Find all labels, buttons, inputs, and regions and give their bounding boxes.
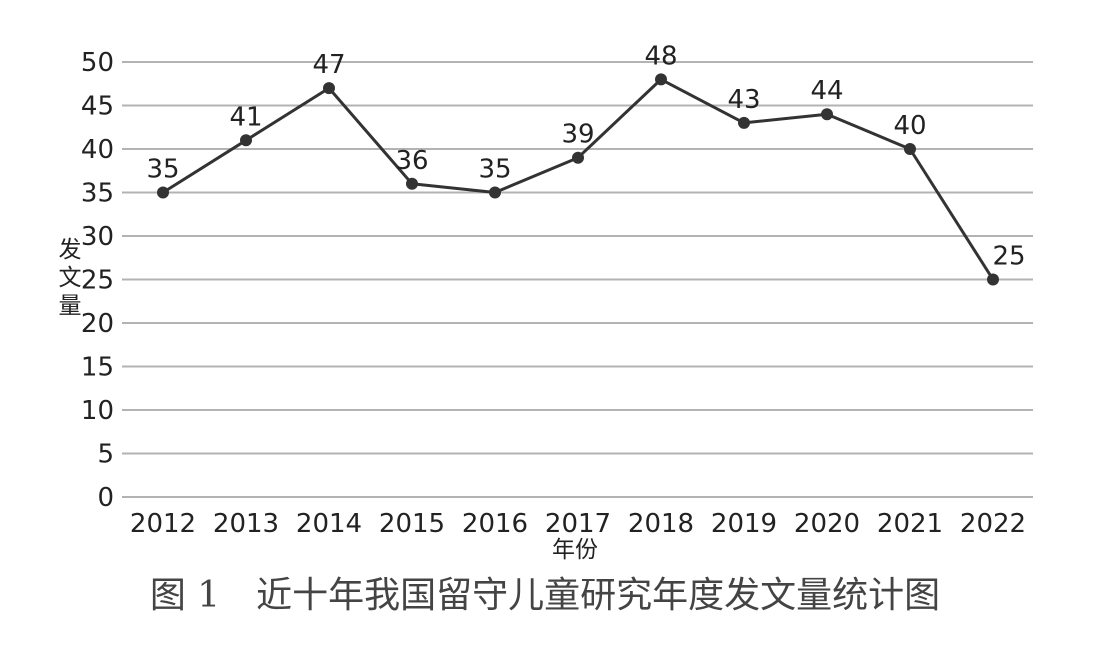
x-tick-label: 2012 [130,509,196,539]
y-tick-label: 50 [81,48,114,78]
data-label: 41 [229,102,262,132]
data-label: 44 [810,76,843,106]
y-axis-title-char-3: 量 [59,293,82,319]
data-label: 36 [395,146,428,176]
y-tick-label: 0 [97,483,114,513]
y-tick-labels: 0 5 10 15 20 25 30 35 40 45 50 [81,48,114,513]
data-label: 40 [893,111,926,141]
y-tick-label: 20 [81,309,114,339]
data-point [406,177,418,190]
y-tick-label: 45 [81,92,114,122]
y-axis-title-char-1: 发 [59,237,82,263]
data-point [489,186,501,199]
x-tick-label: 2013 [213,509,279,539]
data-label: 47 [312,50,345,80]
data-label: 43 [727,85,760,115]
figure-caption: 图 1 近十年我国留守儿童研究年度发文量统计图 [150,575,940,616]
data-labels: 35 41 47 36 35 39 48 43 44 40 25 [146,41,1025,271]
x-tick-labels: 2012 2013 2014 2015 2016 2017 2018 2019 2020 2021… [130,509,1026,539]
data-point [904,143,916,155]
x-tick-label: 2020 [794,509,860,539]
data-label: 35 [478,155,511,185]
data-point [572,151,584,164]
y-tick-label: 10 [81,396,114,426]
series-line [162,77,995,281]
data-label: 35 [146,155,179,185]
x-tick-label: 2022 [960,509,1026,539]
data-points [157,73,999,286]
y-tick-label: 15 [81,353,114,383]
grid-lines [122,61,1033,498]
data-label: 39 [561,120,594,150]
data-point [323,82,335,95]
data-label: 48 [644,41,677,71]
x-tick-label: 2016 [462,509,528,539]
data-point [157,186,169,199]
y-axis-title-char-2: 文 [59,265,82,291]
x-tick-label: 2014 [296,509,362,539]
data-point [655,73,667,86]
y-tick-label: 40 [81,135,114,165]
y-tick-label: 5 [97,440,114,470]
data-point [738,116,750,129]
x-tick-label: 2018 [628,509,694,539]
y-tick-label: 25 [81,266,114,296]
y-tick-label: 35 [81,179,114,209]
y-tick-label: 30 [81,222,114,252]
x-tick-label: 2017 [545,509,611,539]
x-axis-title: 年份 [552,537,598,563]
x-tick-label: 2015 [379,509,445,539]
data-point [240,134,252,147]
x-tick-label: 2021 [877,509,943,539]
x-tick-label: 2019 [711,509,777,539]
data-point [987,273,999,286]
data-label: 25 [992,242,1025,272]
data-point [821,108,833,121]
